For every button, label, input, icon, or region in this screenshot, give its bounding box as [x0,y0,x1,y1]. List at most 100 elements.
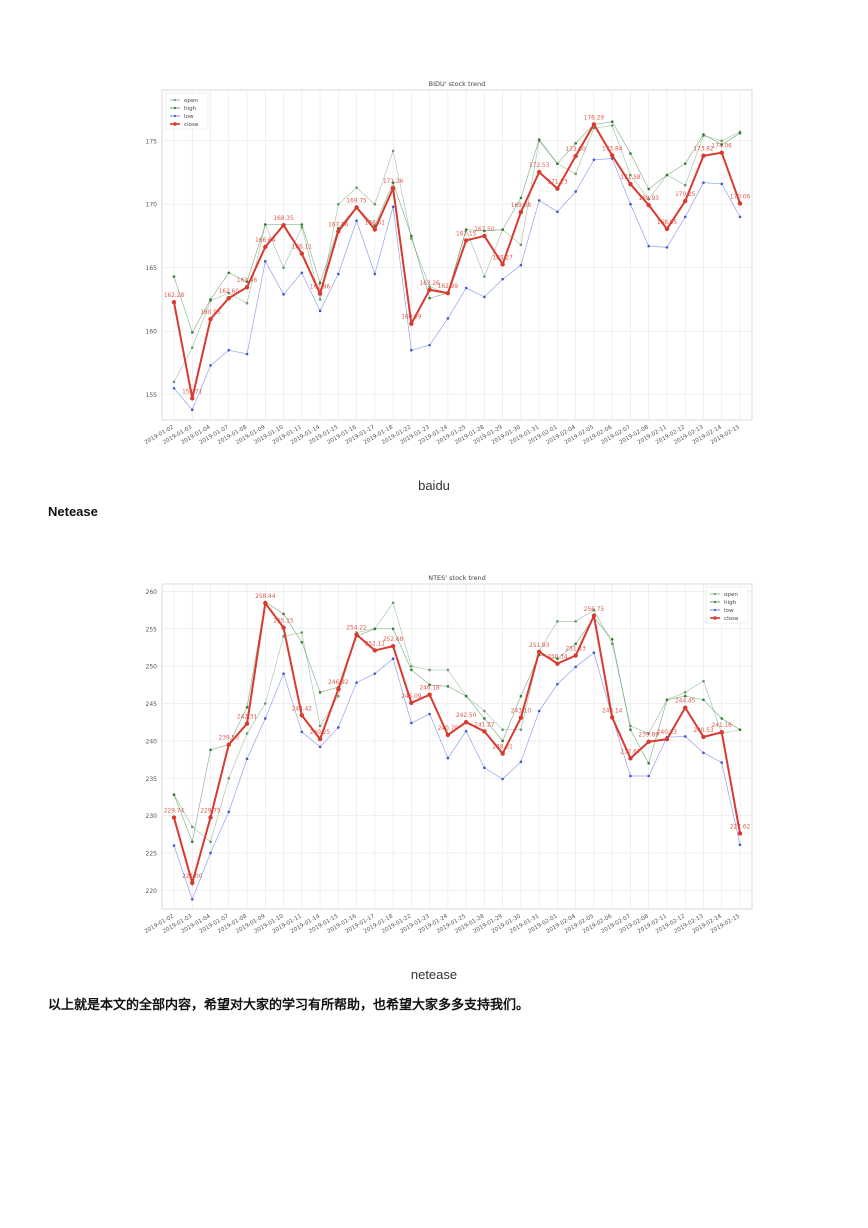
data-point-open [483,275,486,278]
data-point-open [373,202,377,206]
data-point-close [244,721,250,726]
data-point-open [190,346,194,349]
close-data-label: 258.44 [255,594,276,600]
legend-label-open: open [724,592,738,598]
data-point-high [665,173,669,177]
data-point-close [555,661,560,666]
netease-caption: netease [410,967,458,982]
data-point-high [300,223,304,226]
data-point-high [428,683,431,687]
legend-marker-open [173,98,177,102]
close-data-label: 246.92 [328,680,349,686]
data-point-close [190,880,195,886]
data-point-low [227,810,231,814]
data-point-low [318,309,322,313]
close-data-label: 174.06 [712,144,733,150]
data-point-low [556,210,559,214]
data-point-low [318,745,322,749]
data-point-high [519,694,523,698]
data-point-open [318,724,322,728]
data-point-low [337,272,340,276]
data-point-open [245,732,249,735]
data-point-low [209,851,212,855]
data-point-low [629,202,632,206]
close-data-label: 160.59 [401,315,422,321]
data-point-low [501,777,504,781]
data-point-close [518,715,524,720]
close-data-label: 165.27 [492,255,513,261]
close-data-label: 251.93 [529,643,550,649]
data-point-low [720,761,724,764]
data-point-high [610,637,614,641]
close-data-label: 227.62 [730,824,751,830]
data-point-close [390,643,396,649]
data-point-close [536,649,542,654]
data-point-low [738,843,742,847]
data-point-close [664,226,670,232]
data-point-open [556,620,559,623]
data-point-low [683,215,687,219]
data-point-close [372,648,378,653]
data-point-open [683,691,687,694]
data-point-close [591,613,597,618]
data-point-low [245,757,249,761]
data-point-close [719,150,724,155]
data-point-low [373,672,377,675]
data-point-close [336,229,341,234]
data-point-close [390,186,396,191]
close-data-label: 163.26 [419,281,440,287]
data-point-open [574,172,577,176]
data-point-high [172,793,176,796]
close-data-label: 171.23 [547,180,568,186]
close-data-label: 252.68 [383,637,404,643]
data-point-high [720,143,724,146]
data-point-close [573,653,578,658]
data-point-close [263,244,268,250]
data-point-open [647,732,651,735]
data-point-high [702,698,705,702]
series-line-close [173,600,741,887]
data-point-close [281,625,286,630]
data-point-high [501,228,504,231]
data-point-low [574,665,577,669]
close-data-label: 241.27 [474,722,495,728]
data-point-low [519,263,523,267]
data-point-low [665,246,669,249]
legend-marker-close [173,122,177,126]
close-data-label: 170.25 [675,192,696,198]
data-point-low [720,182,724,186]
data-point-low [446,756,450,760]
data-point-open [483,709,486,713]
close-data-label: 229.75 [200,808,221,814]
data-point-low [464,286,468,290]
close-data-label: 221.00 [182,874,203,880]
data-point-low [190,408,194,412]
series-line-high [173,121,741,334]
close-data-label: 162.99 [438,284,459,290]
data-point-open [282,266,285,269]
close-data-label: 160.95 [200,310,221,316]
data-point-low [647,774,651,778]
close-data-label: 237.67 [620,749,641,755]
legend-label-high: high [724,600,737,606]
data-point-close [409,700,414,706]
close-data-label: 244.45 [675,699,696,705]
close-data-label: 251.43 [566,647,587,653]
data-point-low [391,657,395,661]
close-data-label: 241.16 [712,723,733,729]
data-point-low [556,682,559,686]
data-point-low [300,730,304,734]
y-tick-label: 225 [146,850,158,857]
series-line-open [173,601,741,843]
close-data-label: 168.35 [273,216,294,222]
series-line-high [173,601,741,844]
data-point-low [355,219,358,223]
close-data-label: 154.71 [182,389,203,395]
data-point-close [445,732,451,738]
data-point-close [317,736,323,742]
series-line-low [173,158,741,411]
close-data-label: 240.53 [693,728,714,734]
data-point-close [409,321,414,326]
legend-label-close: close [184,122,199,128]
data-point-high [245,280,249,283]
